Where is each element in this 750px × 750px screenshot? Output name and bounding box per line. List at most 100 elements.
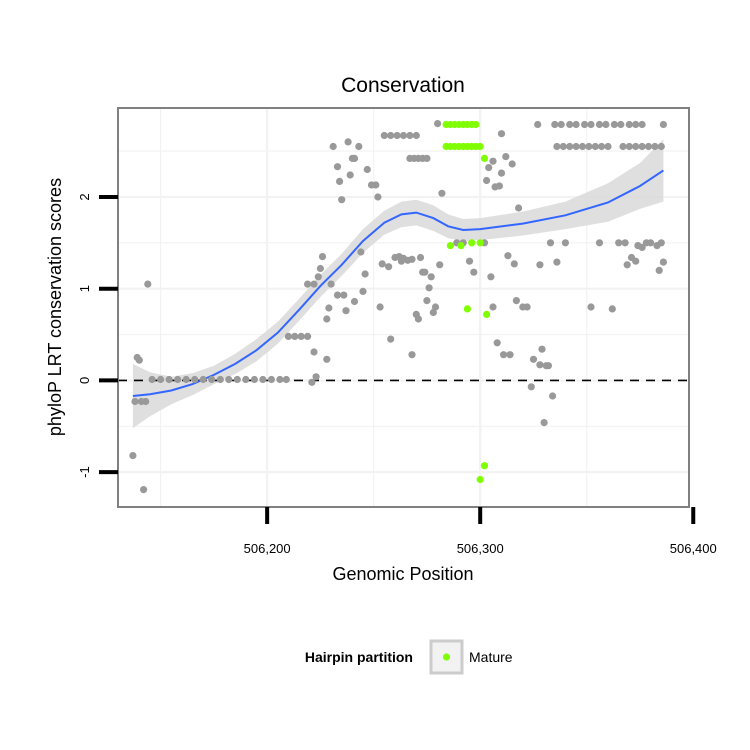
point-other — [581, 121, 588, 128]
point-other — [511, 260, 518, 267]
point-other — [355, 143, 362, 150]
point-other — [485, 164, 492, 171]
point-other — [149, 376, 156, 383]
point-other — [553, 259, 560, 266]
point-other — [200, 376, 207, 383]
point-other — [560, 143, 567, 150]
point-other — [374, 193, 381, 200]
point-other — [632, 258, 639, 265]
x-tick-label: 506,400 — [670, 541, 717, 556]
point-other — [513, 297, 520, 304]
point-other — [338, 196, 345, 203]
point-other — [500, 351, 507, 358]
y-tick-label: 1 — [77, 285, 92, 292]
x-tick-label: 506,200 — [244, 541, 291, 556]
point-other — [509, 160, 516, 167]
point-other — [381, 132, 388, 139]
point-other — [502, 153, 509, 160]
point-other — [496, 182, 503, 189]
point-other — [385, 263, 392, 270]
point-other — [259, 376, 266, 383]
point-other — [622, 239, 629, 246]
point-other — [394, 132, 401, 139]
point-other — [579, 143, 586, 150]
point-other — [325, 304, 332, 311]
point-mature — [477, 239, 484, 246]
point-other — [417, 254, 424, 261]
point-other — [530, 356, 537, 363]
y-tick-label: 2 — [77, 193, 92, 200]
point-other — [506, 351, 513, 358]
point-other — [551, 121, 558, 128]
point-other — [504, 252, 511, 259]
point-other — [434, 120, 441, 127]
point-other — [140, 486, 147, 493]
point-other — [549, 392, 556, 399]
point-other — [470, 269, 477, 276]
point-other — [651, 143, 658, 150]
point-other — [283, 376, 290, 383]
point-other — [323, 315, 330, 322]
point-other — [466, 258, 473, 265]
chart-title: Conservation — [341, 74, 465, 97]
point-other — [387, 132, 394, 139]
point-other — [626, 121, 633, 128]
point-other — [438, 190, 445, 197]
point-other — [191, 376, 198, 383]
point-other — [596, 121, 603, 128]
point-other — [432, 303, 439, 310]
point-other — [428, 273, 435, 280]
point-mature — [481, 155, 488, 162]
y-axis-label: phyloP LRT conservation scores — [45, 178, 65, 436]
point-other — [553, 143, 560, 150]
point-mature — [472, 121, 479, 128]
point-other — [351, 298, 358, 305]
point-mature — [447, 242, 454, 249]
point-other — [596, 239, 603, 246]
point-other — [536, 261, 543, 268]
point-other — [658, 239, 665, 246]
point-other — [624, 261, 631, 268]
point-other — [142, 398, 149, 405]
point-mature — [481, 462, 488, 469]
point-other — [379, 260, 386, 267]
point-other — [645, 143, 652, 150]
point-other — [660, 259, 667, 266]
point-other — [387, 336, 394, 343]
point-other — [291, 333, 298, 340]
point-other — [632, 121, 639, 128]
point-mature — [477, 476, 484, 483]
point-other — [157, 376, 164, 383]
point-other — [334, 163, 341, 170]
x-axis-label: Genomic Position — [332, 564, 473, 584]
x-tick-label: 506,300 — [457, 541, 504, 556]
legend-label-mature: Mature — [469, 649, 513, 665]
y-axis-ticks: -1 0 1 2 — [77, 193, 118, 477]
point-other — [251, 376, 258, 383]
point-mature — [468, 239, 475, 246]
y-tick-label: 0 — [77, 377, 92, 384]
point-other — [334, 292, 341, 299]
point-other — [129, 452, 136, 459]
point-other — [268, 376, 275, 383]
point-other — [656, 267, 663, 274]
point-other — [487, 273, 494, 280]
point-other — [323, 356, 330, 363]
point-other — [166, 376, 173, 383]
point-other — [566, 121, 573, 128]
point-other — [317, 265, 324, 272]
point-other — [423, 297, 430, 304]
point-other — [408, 256, 415, 263]
point-other — [585, 143, 592, 150]
point-other — [611, 121, 618, 128]
point-other — [330, 143, 337, 150]
point-other — [494, 339, 501, 346]
point-other — [598, 143, 605, 150]
point-other — [660, 121, 667, 128]
point-other — [545, 362, 552, 369]
point-other — [328, 281, 335, 288]
point-other — [310, 281, 317, 288]
point-other — [406, 132, 413, 139]
point-other — [639, 121, 646, 128]
point-other — [345, 138, 352, 145]
